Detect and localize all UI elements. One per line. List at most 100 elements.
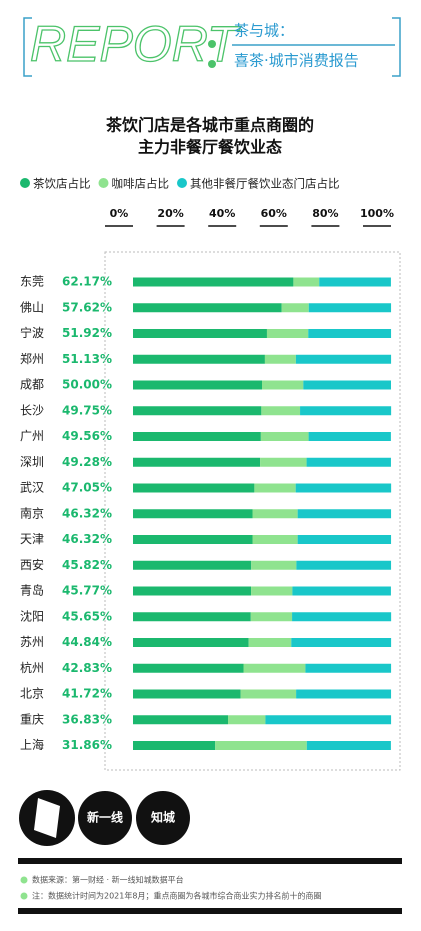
category-label: 苏州 [20,635,44,649]
value-label: 45.77% [62,584,112,598]
bar-segment [291,638,392,647]
bar-segment [133,741,216,750]
bar-segment [262,380,304,390]
bar-segment [264,354,296,364]
x-tick-label: 80% [312,207,338,220]
category-label: 武汉 [20,481,44,495]
value-label: 49.56% [62,429,112,443]
bar-segment [133,457,261,467]
legend-swatch [20,178,30,188]
category-label: 西安 [20,557,44,572]
footer-rule [18,908,402,914]
bar-segment [133,380,262,390]
bar-segment [133,638,249,647]
logo-text: 知城 [150,810,175,825]
bar-segment [252,509,298,519]
logo-circle [136,791,190,845]
bar-segment [261,406,301,416]
bar-segment [254,483,296,493]
logos: 新一线 知城 [19,790,190,846]
value-label: 50.00% [62,378,112,392]
category-label: 成都 [20,378,44,392]
bar-segment [228,715,266,725]
category-label: 郑州 [20,351,44,366]
value-label: 42.83% [62,661,112,675]
bar-segment [306,741,391,750]
bar-segment [133,586,252,596]
legend-label: 咖啡店占比 [112,177,170,191]
category-label: 佛山 [20,300,44,314]
x-tick-label: 0% [110,207,129,220]
chart-title: 茶饮门店是各城市重点商圈的 [105,116,314,135]
value-label: 45.82% [62,558,112,572]
value-label: 49.28% [62,455,112,469]
value-label: 51.92% [62,326,112,340]
category-label: 宁波 [20,325,44,340]
logo-text: 新一线 [87,810,123,825]
bar-segment [133,689,241,699]
bar-segment [133,535,253,544]
category-label: 上海 [20,737,44,752]
bar-segment [293,277,320,287]
x-tick-label: 40% [209,207,235,220]
note-dot [20,892,28,900]
x-tick-label: 20% [157,207,183,220]
value-label: 45.65% [62,609,112,623]
bar-segment [133,406,262,416]
bar-segment [243,663,306,673]
note-dot [20,876,28,884]
value-label: 44.84% [62,635,112,649]
bar-segment [297,509,392,519]
bar-segment [297,535,392,544]
logo-circle [78,791,132,845]
bar-segment [248,638,292,647]
bar-segment [133,303,282,313]
bar-segment [306,457,391,467]
logo-mark [34,798,60,838]
bar-segment [260,457,307,467]
category-label: 东莞 [20,275,44,289]
bar-segment [292,612,392,622]
header-line1: 茶与城： [234,22,294,40]
bar-segment [300,406,392,416]
bar-segment [251,586,293,596]
category-label: 青岛 [20,583,44,598]
value-label: 49.75% [62,403,112,417]
value-label: 51.13% [62,352,112,366]
category-label: 重庆 [20,712,44,726]
bar-segment [295,354,392,364]
footer-rule [18,858,402,864]
category-label: 杭州 [20,660,44,675]
footer-note: 数据来源：第一财经 · 新一线知城数据平台 [32,875,184,885]
bar-segment [305,663,392,673]
bar-segment [133,329,267,338]
bar-segment [308,432,391,441]
bar-segment [250,612,293,622]
header-frame [23,17,401,77]
x-tick-label: 60% [261,207,287,220]
bar-segment [308,329,392,338]
bar-segment [260,432,309,441]
category-label: 北京 [20,687,44,701]
colon-dot [208,60,216,68]
bar-segment [215,741,307,750]
legend-swatch [98,178,109,188]
bar-segment [296,689,392,699]
category-label: 深圳 [20,455,44,469]
category-label: 广州 [20,429,44,443]
bar-segment [319,277,391,287]
bar-segment [133,432,261,441]
value-label: 46.32% [62,506,112,520]
bar-segment [296,560,392,570]
category-label: 沈阳 [20,608,44,623]
bar-segment [133,483,255,493]
legend-label: 茶饮店占比 [33,177,91,191]
bar-segment [133,663,244,673]
bar-segment [240,689,297,699]
value-label: 57.62% [62,300,112,314]
colon-dot [208,40,216,48]
value-label: 36.83% [62,712,112,726]
bar-segment [133,354,265,364]
footer-note: 注：数据统计时间为2021年8月；重点商圈为各城市综合商业实力排名前十的商圈 [32,891,321,901]
